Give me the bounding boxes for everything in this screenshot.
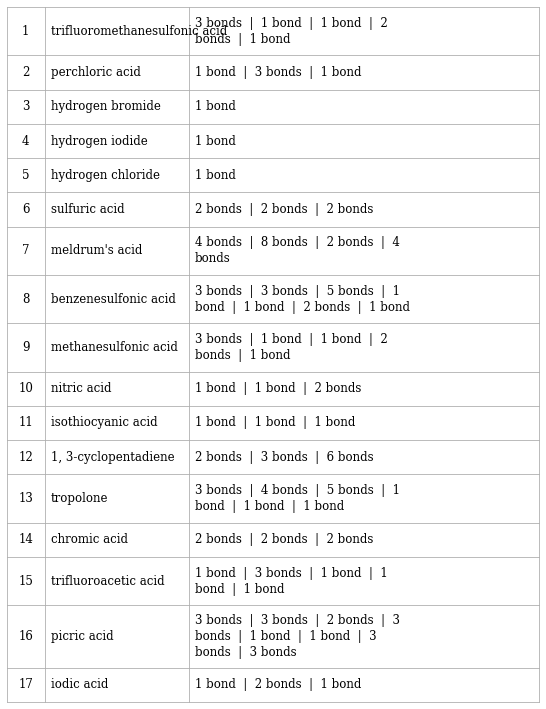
- Text: 3: 3: [22, 100, 29, 113]
- Text: isothiocyanic acid: isothiocyanic acid: [51, 416, 158, 430]
- Text: sulfuric acid: sulfuric acid: [51, 203, 124, 216]
- Text: benzenesulfonic acid: benzenesulfonic acid: [51, 293, 176, 306]
- Text: hydrogen iodide: hydrogen iodide: [51, 135, 147, 147]
- Text: 8: 8: [22, 293, 29, 306]
- Text: 7: 7: [22, 245, 29, 257]
- Text: 1 bond  |  1 bond  |  1 bond: 1 bond | 1 bond | 1 bond: [195, 416, 355, 430]
- Text: 1 bond  |  3 bonds  |  1 bond  |  1
bond  |  1 bond: 1 bond | 3 bonds | 1 bond | 1 bond | 1 b…: [195, 566, 388, 596]
- Text: nitric acid: nitric acid: [51, 382, 111, 395]
- Text: 12: 12: [19, 451, 33, 464]
- Text: tropolone: tropolone: [51, 492, 109, 505]
- Text: 3 bonds  |  3 bonds  |  5 bonds  |  1
bond  |  1 bond  |  2 bonds  |  1 bond: 3 bonds | 3 bonds | 5 bonds | 1 bond | 1…: [195, 284, 410, 313]
- Text: 1 bond: 1 bond: [195, 135, 236, 147]
- Text: perchloric acid: perchloric acid: [51, 66, 141, 79]
- Text: 1 bond  |  1 bond  |  2 bonds: 1 bond | 1 bond | 2 bonds: [195, 382, 361, 395]
- Text: 1, 3-cyclopentadiene: 1, 3-cyclopentadiene: [51, 451, 175, 464]
- Text: hydrogen bromide: hydrogen bromide: [51, 100, 161, 113]
- Text: methanesulfonic acid: methanesulfonic acid: [51, 341, 178, 354]
- Text: 1 bond: 1 bond: [195, 100, 236, 113]
- Text: 15: 15: [19, 574, 33, 588]
- Text: 1: 1: [22, 25, 29, 38]
- Text: 1 bond: 1 bond: [195, 169, 236, 182]
- Text: 1 bond  |  2 bonds  |  1 bond: 1 bond | 2 bonds | 1 bond: [195, 679, 361, 691]
- Text: trifluoromethanesulfonic acid: trifluoromethanesulfonic acid: [51, 25, 227, 38]
- Text: 5: 5: [22, 169, 29, 182]
- Text: 3 bonds  |  1 bond  |  1 bond  |  2
bonds  |  1 bond: 3 bonds | 1 bond | 1 bond | 2 bonds | 1 …: [195, 17, 388, 46]
- Text: 16: 16: [19, 630, 33, 643]
- Text: 1 bond  |  3 bonds  |  1 bond: 1 bond | 3 bonds | 1 bond: [195, 66, 361, 79]
- Text: chromic acid: chromic acid: [51, 533, 128, 547]
- Text: 11: 11: [19, 416, 33, 430]
- Text: trifluoroacetic acid: trifluoroacetic acid: [51, 574, 164, 588]
- Text: 2 bonds  |  2 bonds  |  2 bonds: 2 bonds | 2 bonds | 2 bonds: [195, 533, 373, 547]
- Text: 2 bonds  |  3 bonds  |  6 bonds: 2 bonds | 3 bonds | 6 bonds: [195, 451, 373, 464]
- Text: 2: 2: [22, 66, 29, 79]
- Text: 3 bonds  |  4 bonds  |  5 bonds  |  1
bond  |  1 bond  |  1 bond: 3 bonds | 4 bonds | 5 bonds | 1 bond | 1…: [195, 484, 400, 513]
- Text: 9: 9: [22, 341, 29, 354]
- Text: hydrogen chloride: hydrogen chloride: [51, 169, 160, 182]
- Text: 2 bonds  |  2 bonds  |  2 bonds: 2 bonds | 2 bonds | 2 bonds: [195, 203, 373, 216]
- Text: 17: 17: [19, 679, 33, 691]
- Text: 6: 6: [22, 203, 29, 216]
- Text: 13: 13: [19, 492, 33, 505]
- Text: 3 bonds  |  3 bonds  |  2 bonds  |  3
bonds  |  1 bond  |  1 bond  |  3
bonds  |: 3 bonds | 3 bonds | 2 bonds | 3 bonds | …: [195, 614, 400, 659]
- Text: 4 bonds  |  8 bonds  |  2 bonds  |  4
bonds: 4 bonds | 8 bonds | 2 bonds | 4 bonds: [195, 236, 400, 265]
- Text: picric acid: picric acid: [51, 630, 114, 643]
- Text: 4: 4: [22, 135, 29, 147]
- Text: meldrum's acid: meldrum's acid: [51, 245, 143, 257]
- Text: 14: 14: [19, 533, 33, 547]
- Text: iodic acid: iodic acid: [51, 679, 108, 691]
- Text: 3 bonds  |  1 bond  |  1 bond  |  2
bonds  |  1 bond: 3 bonds | 1 bond | 1 bond | 2 bonds | 1 …: [195, 333, 388, 362]
- Text: 10: 10: [19, 382, 33, 395]
